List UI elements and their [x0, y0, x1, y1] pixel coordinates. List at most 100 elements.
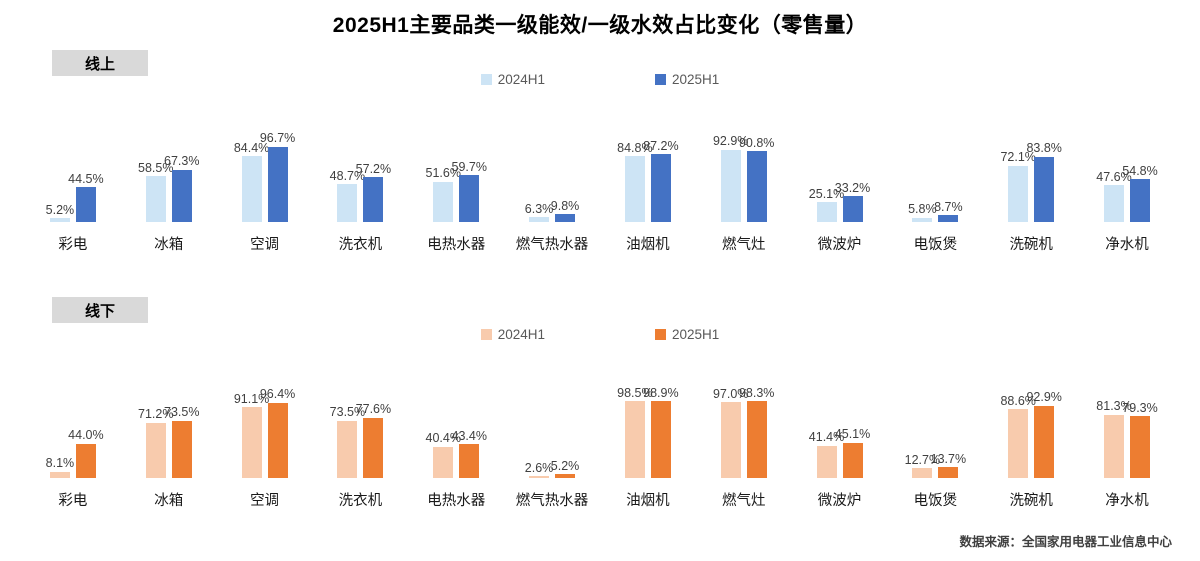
value-label: 98.9%	[643, 385, 679, 400]
value-label: 6.3%	[524, 201, 554, 216]
category-label: 燃气灶	[721, 237, 766, 253]
legend-item-2025h1: 2025H1	[655, 72, 719, 87]
legend-swatch-2024h1	[480, 74, 492, 85]
bar-2024h1: 72.1%	[1000, 150, 1036, 222]
category-label: 燃气灶	[721, 493, 766, 509]
bar-group: 73.5% 77.6%	[312, 398, 408, 478]
category-label: 燃气热水器	[515, 493, 589, 509]
bar-2025h1: 44.5%	[68, 172, 104, 222]
bar-group: 6.3% 9.8%	[504, 142, 600, 222]
bar-2025h1: 90.8%	[739, 136, 774, 222]
value-label: 91.1%	[233, 391, 270, 406]
category-label: 微波炉	[817, 237, 862, 253]
value-label: 67.3%	[164, 154, 200, 169]
category-label: 电热水器	[427, 493, 486, 509]
page-title: 2025H1主要品类一级能效/一级水效占比变化（零售量）	[332, 14, 868, 37]
bar-group: 51.6% 59.7%	[408, 142, 504, 222]
bar-2024h1: 2.6%	[525, 461, 553, 478]
value-label: 5.8%	[908, 202, 937, 217]
value-label: 59.7%	[451, 160, 487, 175]
bar-group: 98.5% 98.9%	[600, 386, 696, 478]
category-label: 微波炉	[817, 493, 862, 509]
value-label: 8.7%	[934, 199, 963, 214]
bar-2024h1: 40.4%	[425, 431, 461, 478]
legend-item-2025h1: 2025H1	[655, 327, 719, 342]
bar-2024h1: 8.1%	[46, 456, 74, 478]
bar-2025h1: 98.3%	[739, 386, 774, 478]
bar-2025h1: 96.4%	[260, 387, 295, 478]
category-label: 净水机	[1105, 237, 1149, 253]
value-label: 2.6%	[524, 460, 554, 475]
value-label: 58.5%	[138, 161, 174, 176]
value-label: 44.0%	[68, 428, 104, 443]
value-label: 77.6%	[355, 402, 392, 417]
category-axis-online: 彩电 冰箱 空调 洗衣机 电热水器 燃气热水器 油烟机 燃气灶 微波炉 电饭煲 洗碗机 净水机	[25, 233, 1175, 254]
bar-2025h1: 8.7%	[934, 200, 963, 222]
category-label: 空调	[250, 493, 280, 509]
bar-group: 8.1% 44.0%	[25, 398, 121, 478]
bar-group: 47.6% 54.8%	[1079, 142, 1175, 222]
bar-2025h1: 57.2%	[356, 162, 391, 222]
value-label: 98.3%	[738, 385, 775, 400]
bar-2024h1: 48.7%	[330, 169, 365, 222]
bar-2024h1: 92.9%	[713, 134, 748, 222]
bar-2025h1: 13.7%	[931, 452, 966, 478]
value-label: 87.2%	[643, 138, 679, 153]
bar-2024h1: 51.6%	[425, 166, 461, 222]
bar-2024h1: 71.2%	[138, 407, 173, 478]
bar-2025h1: 59.7%	[451, 160, 487, 222]
bar-group: 2.6% 5.2%	[504, 398, 600, 478]
value-label: 71.2%	[138, 407, 174, 422]
bar-2024h1: 97.0%	[713, 387, 748, 478]
legend-item-2024h1: 2024H1	[480, 327, 545, 342]
category-label: 燃气热水器	[515, 237, 589, 253]
bar-group: 84.8% 87.2%	[600, 138, 696, 222]
bar-2024h1: 25.1%	[809, 187, 844, 222]
value-label: 73.5%	[164, 405, 200, 420]
value-label: 72.1%	[1000, 150, 1036, 165]
legend-label-2024h1: 2024H1	[497, 72, 545, 87]
bar-group: 91.1% 96.4%	[217, 387, 313, 478]
legend-online: 2024H1 2025H1	[0, 72, 1200, 87]
value-label: 96.7%	[259, 131, 296, 146]
value-label: 47.6%	[1096, 169, 1132, 184]
bar-2025h1: 96.7%	[260, 131, 295, 222]
value-label: 44.5%	[68, 171, 104, 186]
value-label: 8.1%	[45, 456, 75, 471]
value-label: 5.2%	[550, 458, 580, 473]
bar-2025h1: 73.5%	[164, 405, 199, 478]
bar-group: 84.4% 96.7%	[217, 131, 313, 222]
section-badge-online: 线上	[52, 50, 148, 76]
bar-group: 97.0% 98.3%	[696, 386, 792, 478]
bar-2024h1: 5.8%	[908, 202, 937, 222]
bar-2024h1: 6.3%	[525, 202, 553, 222]
bar-2024h1: 47.6%	[1096, 170, 1132, 222]
bar-2025h1: 9.8%	[551, 199, 579, 222]
value-label: 90.8%	[738, 135, 775, 150]
category-label: 冰箱	[154, 493, 184, 509]
bar-2025h1: 54.8%	[1122, 164, 1158, 222]
bar-group: 88.6% 92.9%	[983, 390, 1079, 478]
bar-group: 58.5% 67.3%	[121, 142, 217, 222]
data-source-note: 数据来源：全国家用电器工业信息中心	[959, 535, 1172, 549]
legend-swatch-2025h1	[655, 329, 666, 340]
bar-2024h1: 84.4%	[234, 141, 269, 222]
category-label: 彩电	[58, 493, 88, 509]
bar-2025h1: 43.4%	[451, 429, 487, 478]
category-label: 净水机	[1105, 493, 1149, 509]
value-label: 45.1%	[834, 427, 871, 442]
bar-group: 41.4% 45.1%	[792, 398, 888, 478]
category-label: 空调	[250, 237, 280, 253]
value-label: 9.8%	[550, 199, 580, 214]
legend-swatch-2024h1	[480, 329, 492, 340]
bar-group: 12.7% 13.7%	[887, 398, 983, 478]
bar-2024h1: 84.8%	[617, 141, 653, 222]
legend-swatch-2025h1	[655, 74, 666, 85]
category-label: 洗衣机	[338, 237, 383, 253]
value-label: 88.6%	[1000, 393, 1036, 408]
bar-2024h1: 91.1%	[234, 392, 269, 478]
value-label: 5.2%	[45, 202, 75, 217]
value-label: 48.7%	[329, 168, 366, 183]
legend-offline: 2024H1 2025H1	[0, 327, 1200, 342]
value-label: 13.7%	[930, 451, 967, 466]
